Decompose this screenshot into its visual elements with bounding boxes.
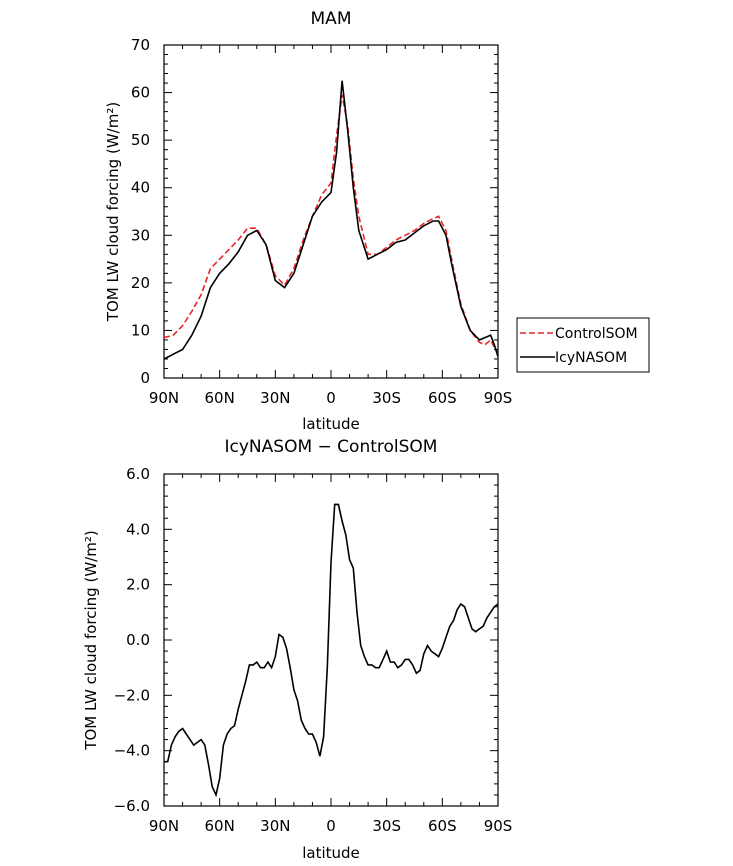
y-tick-label: −4.0 — [114, 742, 150, 760]
x-axis-label: latitude — [302, 415, 360, 433]
plot-frame — [163, 44, 499, 379]
x-tick-label: 0 — [326, 389, 336, 407]
chart-title: IcyNASOM − ControlSOM — [225, 437, 438, 457]
x-tick-label: 30N — [260, 389, 290, 407]
y-tick-label: 4.0 — [126, 520, 150, 538]
series-line-icynasom — [164, 80, 498, 360]
x-tick-label: 60S — [428, 817, 457, 835]
series-line-difference — [164, 503, 498, 798]
legend-label-controlsom: ControlSOM — [555, 326, 638, 342]
x-tick-label: 60S — [428, 389, 457, 407]
y-tick-label: −2.0 — [114, 686, 150, 704]
y-tick-label: 70 — [131, 36, 150, 54]
x-tick-label: 90N — [149, 389, 179, 407]
y-tick-label: 30 — [131, 226, 150, 244]
y-tick-label: 60 — [131, 84, 150, 102]
x-tick-label: 60N — [205, 817, 235, 835]
x-tick-label: 90S — [484, 389, 513, 407]
legend-label-icynasom: IcyNASOM — [555, 350, 627, 366]
plot-frame — [163, 473, 499, 807]
x-tick-label: 30S — [372, 817, 401, 835]
y-tick-label: 0.0 — [126, 631, 150, 649]
x-axis-label: latitude — [302, 844, 360, 862]
y-tick-label: 10 — [131, 321, 150, 339]
x-tick-label: 0 — [326, 817, 336, 835]
series-line-controlsom — [164, 94, 498, 355]
y-tick-label: 40 — [131, 179, 150, 197]
x-tick-label: 30N — [260, 817, 290, 835]
y-tick-label: 50 — [131, 131, 150, 149]
bottom-panel-difference: IcyNASOM − ControlSOM 90N 60N 30N 0 30S 60S 90S… — [82, 437, 512, 862]
y-tick-label: 6.0 — [126, 465, 150, 483]
y-tick-label: −6.0 — [114, 797, 150, 815]
y-tick-label: 2.0 — [126, 576, 150, 594]
x-tick-label: 90N — [149, 817, 179, 835]
y-tick-label: 0 — [140, 369, 150, 387]
x-tick-label: 60N — [205, 389, 235, 407]
y-axis-label: TOM LW cloud forcing (W/m²) — [104, 102, 122, 322]
legend-box — [516, 317, 650, 373]
chart-title: MAM — [311, 9, 352, 29]
x-tick-label: 90S — [484, 817, 513, 835]
x-tick-label: 30S — [372, 389, 401, 407]
y-axis-label: TOM LW cloud forcing (W/m²) — [82, 530, 100, 750]
top-panel-mam: MAM 90N 60N 30N 0 30S 60S 90S 0 10 20 30 40 50 60 70 lat… — [104, 9, 650, 433]
y-tick-label: 20 — [131, 274, 150, 292]
